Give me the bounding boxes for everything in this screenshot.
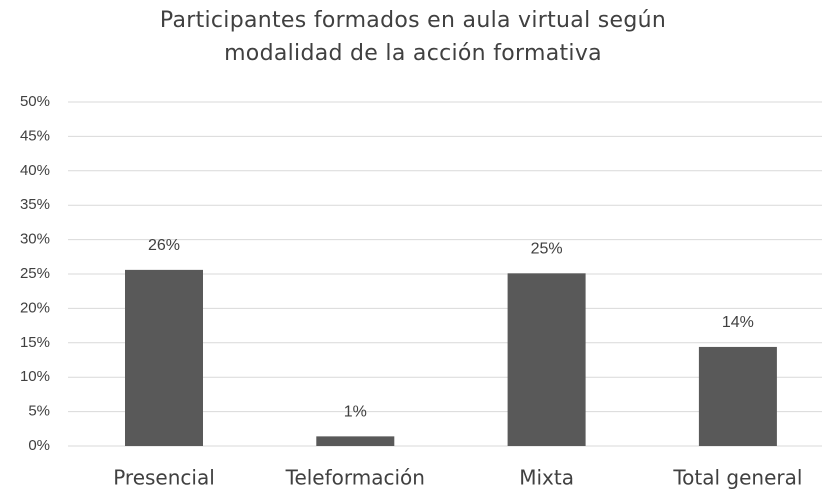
y-tick-label: 50% [20,93,50,110]
x-tick-label: Presencial [113,466,215,490]
y-tick-label: 35% [20,196,50,213]
bar [125,269,203,446]
y-tick-label: 20% [20,299,50,316]
y-tick-label: 30% [20,231,50,248]
y-tick-label: 25% [20,265,50,282]
y-tick-label: 10% [20,368,50,385]
bar [698,346,777,446]
x-tick-label: Teleformación [285,466,425,490]
bar [316,436,395,446]
chart-title: Participantes formados en aula virtual s… [159,8,667,66]
value-label: 26% [148,237,180,254]
y-tick-label: 45% [20,127,50,144]
value-label: 14% [722,314,754,331]
value-label: 25% [531,241,563,258]
x-tick-label: Total general [672,466,802,490]
bar [507,273,586,446]
y-tick-label: 0% [28,437,50,454]
y-tick-label: 5% [28,403,50,420]
y-tick-label: 15% [20,334,50,351]
y-tick-label: 40% [20,162,50,179]
x-tick-label: Mixta [519,466,574,490]
value-label: 1% [344,404,367,421]
